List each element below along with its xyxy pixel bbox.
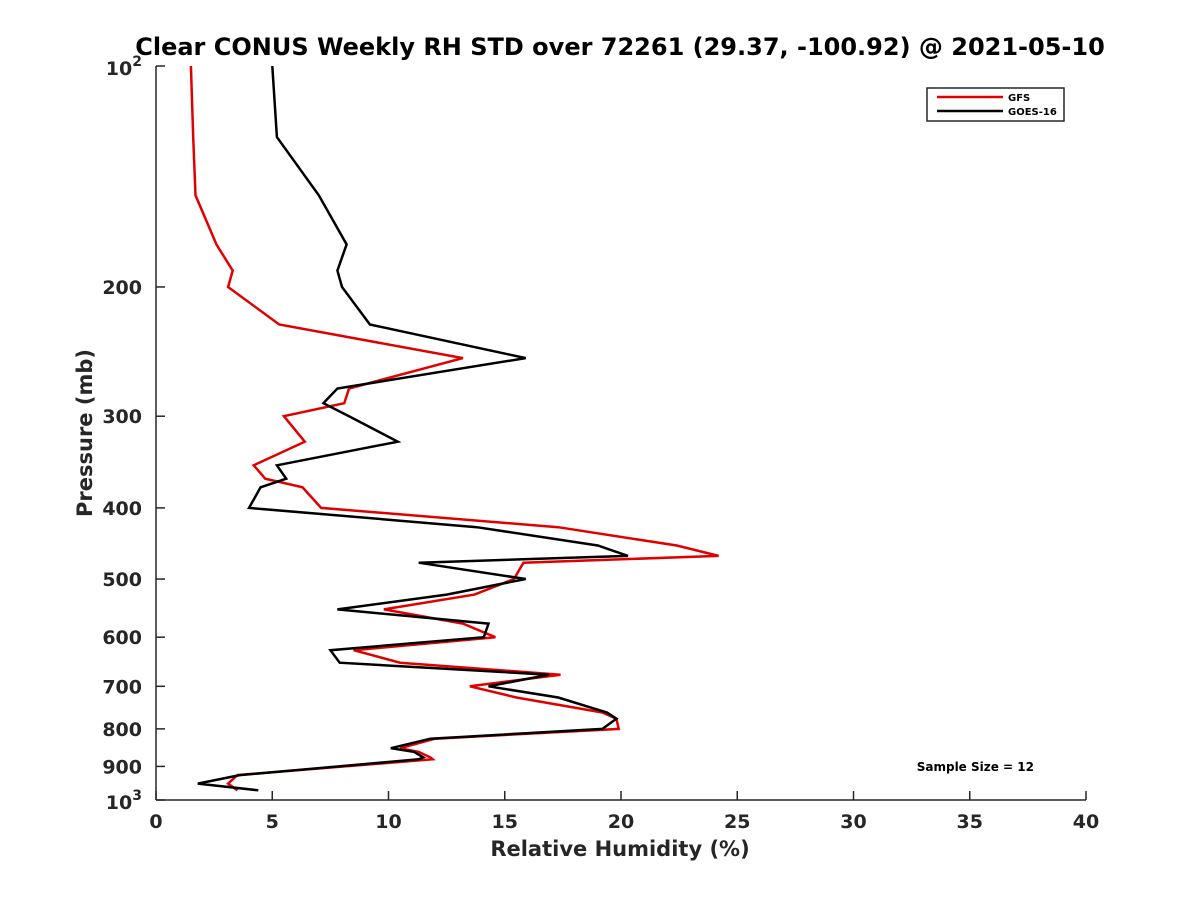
legend: GFS GOES-16 <box>926 87 1065 122</box>
x-tick-label: 30 <box>840 811 866 833</box>
y-tick-label: 700 <box>102 676 142 698</box>
y-tick-label: 900 <box>102 756 142 778</box>
x-axis-label: Relative Humidity (%) <box>490 837 749 861</box>
y-tick-label: 200 <box>102 277 142 299</box>
x-tick-label: 40 <box>1073 811 1099 833</box>
y-axis-label: Pressure (mb) <box>73 349 97 517</box>
legend-box <box>926 87 1065 122</box>
x-tick-label: 35 <box>957 811 983 833</box>
plot-series <box>189 65 719 792</box>
chart-title: Clear CONUS Weekly RH STD over 72261 (29… <box>135 33 1105 61</box>
y-tick-label-exponent: 2 <box>132 54 142 70</box>
legend-label-gfs: GFS <box>1008 93 1030 104</box>
y-tick-label: 500 <box>102 569 142 591</box>
y-tick-label-exponent: 3 <box>132 788 142 804</box>
sample-size-annotation: Sample Size = 12 <box>917 760 1034 774</box>
x-tick-label: 0 <box>149 811 162 833</box>
series-line-gfs <box>189 65 719 792</box>
y-tick-label: 102 <box>106 54 142 80</box>
y-tick-label: 103 <box>106 788 142 814</box>
y-tick-label: 400 <box>102 498 142 520</box>
series-line-goes-16 <box>197 65 629 792</box>
y-tick-label: 800 <box>102 719 142 741</box>
y-tick-label: 600 <box>102 627 142 649</box>
x-axis-ticks: 0 5 10 15 20 25 30 35 40 <box>149 791 1099 833</box>
y-tick-label: 300 <box>102 406 142 428</box>
y-tick-label-base: 10 <box>106 792 132 814</box>
x-tick-label: 25 <box>724 811 750 833</box>
x-tick-label: 20 <box>608 811 634 833</box>
y-tick-label-base: 10 <box>106 58 132 80</box>
x-tick-label: 5 <box>266 811 279 833</box>
legend-label-goes-16: GOES-16 <box>1008 107 1057 118</box>
x-tick-label: 10 <box>375 811 401 833</box>
x-tick-label: 15 <box>492 811 518 833</box>
